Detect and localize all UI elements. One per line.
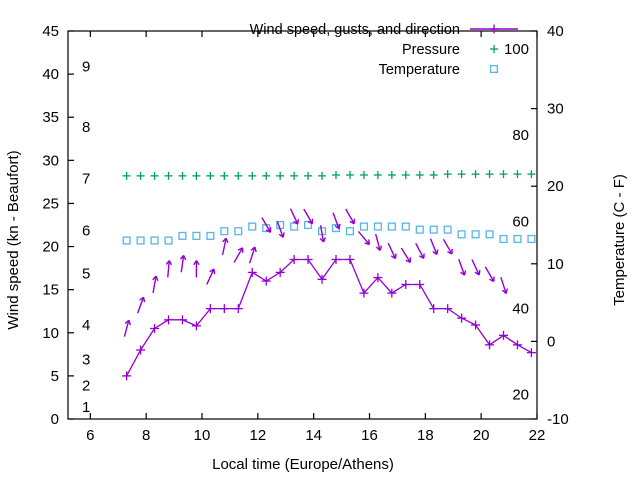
svg-text:4: 4	[82, 317, 90, 334]
x-axis-title: Local time (Europe/Athens)	[212, 456, 394, 473]
svg-text:20: 20	[512, 386, 529, 403]
svg-text:30: 30	[42, 152, 59, 169]
svg-text:20: 20	[42, 239, 59, 256]
svg-text:5: 5	[82, 265, 90, 282]
svg-text:20: 20	[473, 427, 490, 444]
svg-text:2: 2	[82, 378, 90, 395]
svg-text:40: 40	[512, 300, 529, 317]
svg-text:9: 9	[82, 58, 90, 75]
y2-axis-title: Temperature (C - F)	[611, 174, 628, 306]
svg-text:14: 14	[305, 427, 322, 444]
chart-legend: Wind speed, gusts, and direction Pressure…	[250, 22, 518, 78]
series-wind-speed	[122, 254, 536, 381]
plot-frame	[67, 30, 538, 420]
svg-text:40: 40	[547, 23, 564, 40]
svg-text:100: 100	[504, 41, 529, 58]
beaufort-inner-labels: 1 2 3 4 5 6 7 8 9	[82, 58, 90, 416]
svg-text:-10: -10	[547, 411, 569, 428]
y-axis-title: Wind speed (kn - Beaufort)	[5, 150, 22, 329]
fahrenheit-inner-labels: 20 40 60 80 100	[504, 41, 529, 403]
legend-label: Pressure	[402, 42, 460, 58]
svg-text:8: 8	[142, 427, 150, 444]
svg-text:15: 15	[42, 282, 59, 299]
svg-text:35: 35	[42, 109, 59, 126]
svg-text:45: 45	[42, 23, 59, 40]
axis-ticks	[68, 30, 538, 420]
svg-text:16: 16	[361, 427, 378, 444]
svg-text:20: 20	[547, 178, 564, 195]
svg-text:10: 10	[194, 427, 211, 444]
y-axis-tick-labels: 0 5 10 15 20 25 30 35 40 45	[42, 23, 59, 428]
y2-axis-tick-labels: -10 0 10 20 30 40	[547, 23, 569, 428]
svg-text:7: 7	[82, 171, 90, 188]
svg-text:30: 30	[547, 101, 564, 118]
svg-text:10: 10	[547, 256, 564, 273]
svg-text:6: 6	[82, 222, 90, 239]
legend-label: Temperature	[379, 62, 460, 78]
svg-text:22: 22	[529, 427, 546, 444]
svg-text:1: 1	[82, 399, 90, 416]
series-temperature	[122, 220, 536, 245]
svg-text:80: 80	[512, 127, 529, 144]
svg-text:8: 8	[82, 119, 90, 136]
x-axis-tick-labels: 6 8 10 12 14 16 18 20 22	[86, 427, 545, 444]
svg-text:0: 0	[51, 411, 59, 428]
series-wind-gusts	[123, 208, 509, 337]
svg-text:0: 0	[547, 333, 555, 350]
svg-text:12: 12	[249, 427, 266, 444]
series-pressure	[122, 170, 536, 180]
svg-text:5: 5	[51, 368, 59, 385]
svg-text:40: 40	[42, 66, 59, 83]
svg-text:10: 10	[42, 325, 59, 342]
svg-text:60: 60	[512, 213, 529, 230]
svg-text:6: 6	[86, 427, 94, 444]
svg-text:3: 3	[82, 352, 90, 369]
svg-text:25: 25	[42, 195, 59, 212]
svg-text:18: 18	[417, 427, 434, 444]
legend-label: Wind speed, gusts, and direction	[250, 22, 460, 38]
